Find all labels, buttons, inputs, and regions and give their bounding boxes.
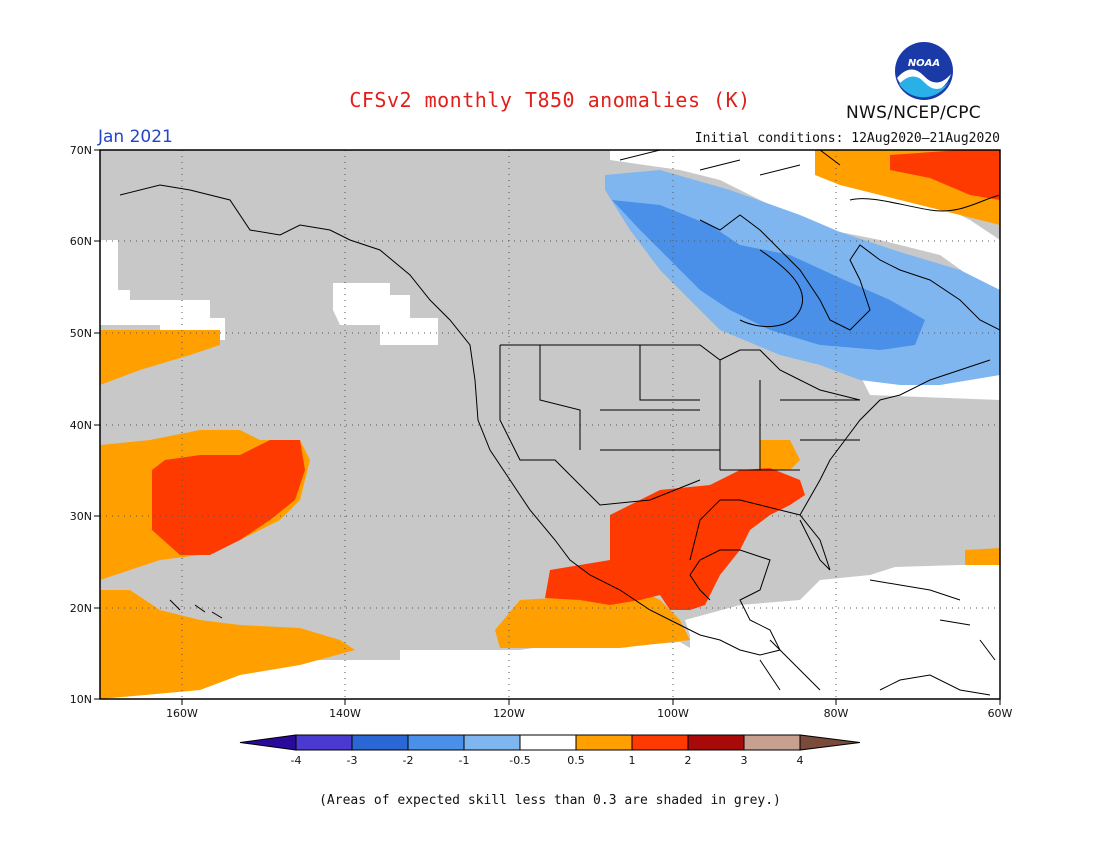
lat-label-60n: 60N (70, 235, 92, 248)
graticule (100, 150, 1000, 699)
skill-footnote: (Areas of expected skill less than 0.3 a… (319, 793, 781, 808)
lat-label-20n: 20N (70, 602, 92, 615)
colorbar-label: 4 (797, 754, 804, 767)
colorbar-label: 1 (629, 754, 636, 767)
colorbar-label: -4 (291, 754, 302, 767)
colorbar-box (463, 734, 521, 751)
lon-label-60w: 60W (988, 707, 1013, 720)
colorbar-label: -1 (459, 754, 470, 767)
colorbar-box (351, 734, 409, 751)
colorbar-label: 3 (741, 754, 748, 767)
map-title: CFSv2 monthly T850 anomalies (K) (349, 88, 751, 112)
lat-label-50n: 50N (70, 327, 92, 340)
svg-text:NOAA: NOAA (908, 58, 940, 69)
colorbar-box (743, 734, 801, 751)
forecast-month: Jan 2021 (98, 127, 173, 147)
lat-label-40n: 40N (70, 419, 92, 432)
lon-label-80w: 80W (824, 707, 849, 720)
lat-label-30n: 30N (70, 510, 92, 523)
lon-label-160w: 160W (166, 707, 198, 720)
cold-anomaly-region-medium (612, 200, 925, 350)
agency-label: NWS/NCEP/CPC (846, 103, 981, 123)
colorbar-arrow-low (239, 734, 297, 751)
colorbar-label: -3 (347, 754, 358, 767)
lon-label-140w: 140W (329, 707, 361, 720)
lon-label-120w: 120W (493, 707, 525, 720)
lon-label-100w: 100W (657, 707, 689, 720)
colorbar-label: 0.5 (567, 754, 585, 767)
lat-label-10n: 10N (70, 693, 92, 706)
warm-anomaly-region-strong (152, 150, 1000, 610)
colorbar-box (519, 734, 577, 751)
colorbar-label: -0.5 (509, 754, 530, 767)
colorbar-box (631, 734, 689, 751)
colorbar-label: -2 (403, 754, 414, 767)
initial-conditions: Initial conditions: 12Aug2020–21Aug2020 (694, 131, 1000, 146)
lat-label-70n: 70N (70, 144, 92, 157)
colorbar-label: 2 (685, 754, 692, 767)
noaa-logo: NOAA (895, 42, 953, 100)
colorbar-box (687, 734, 745, 751)
coastlines (119, 150, 1000, 696)
colorbar-box (407, 734, 465, 751)
colorbar-arrow-high (799, 734, 861, 751)
colorbar-box (295, 734, 353, 751)
colorbar-box (575, 734, 633, 751)
